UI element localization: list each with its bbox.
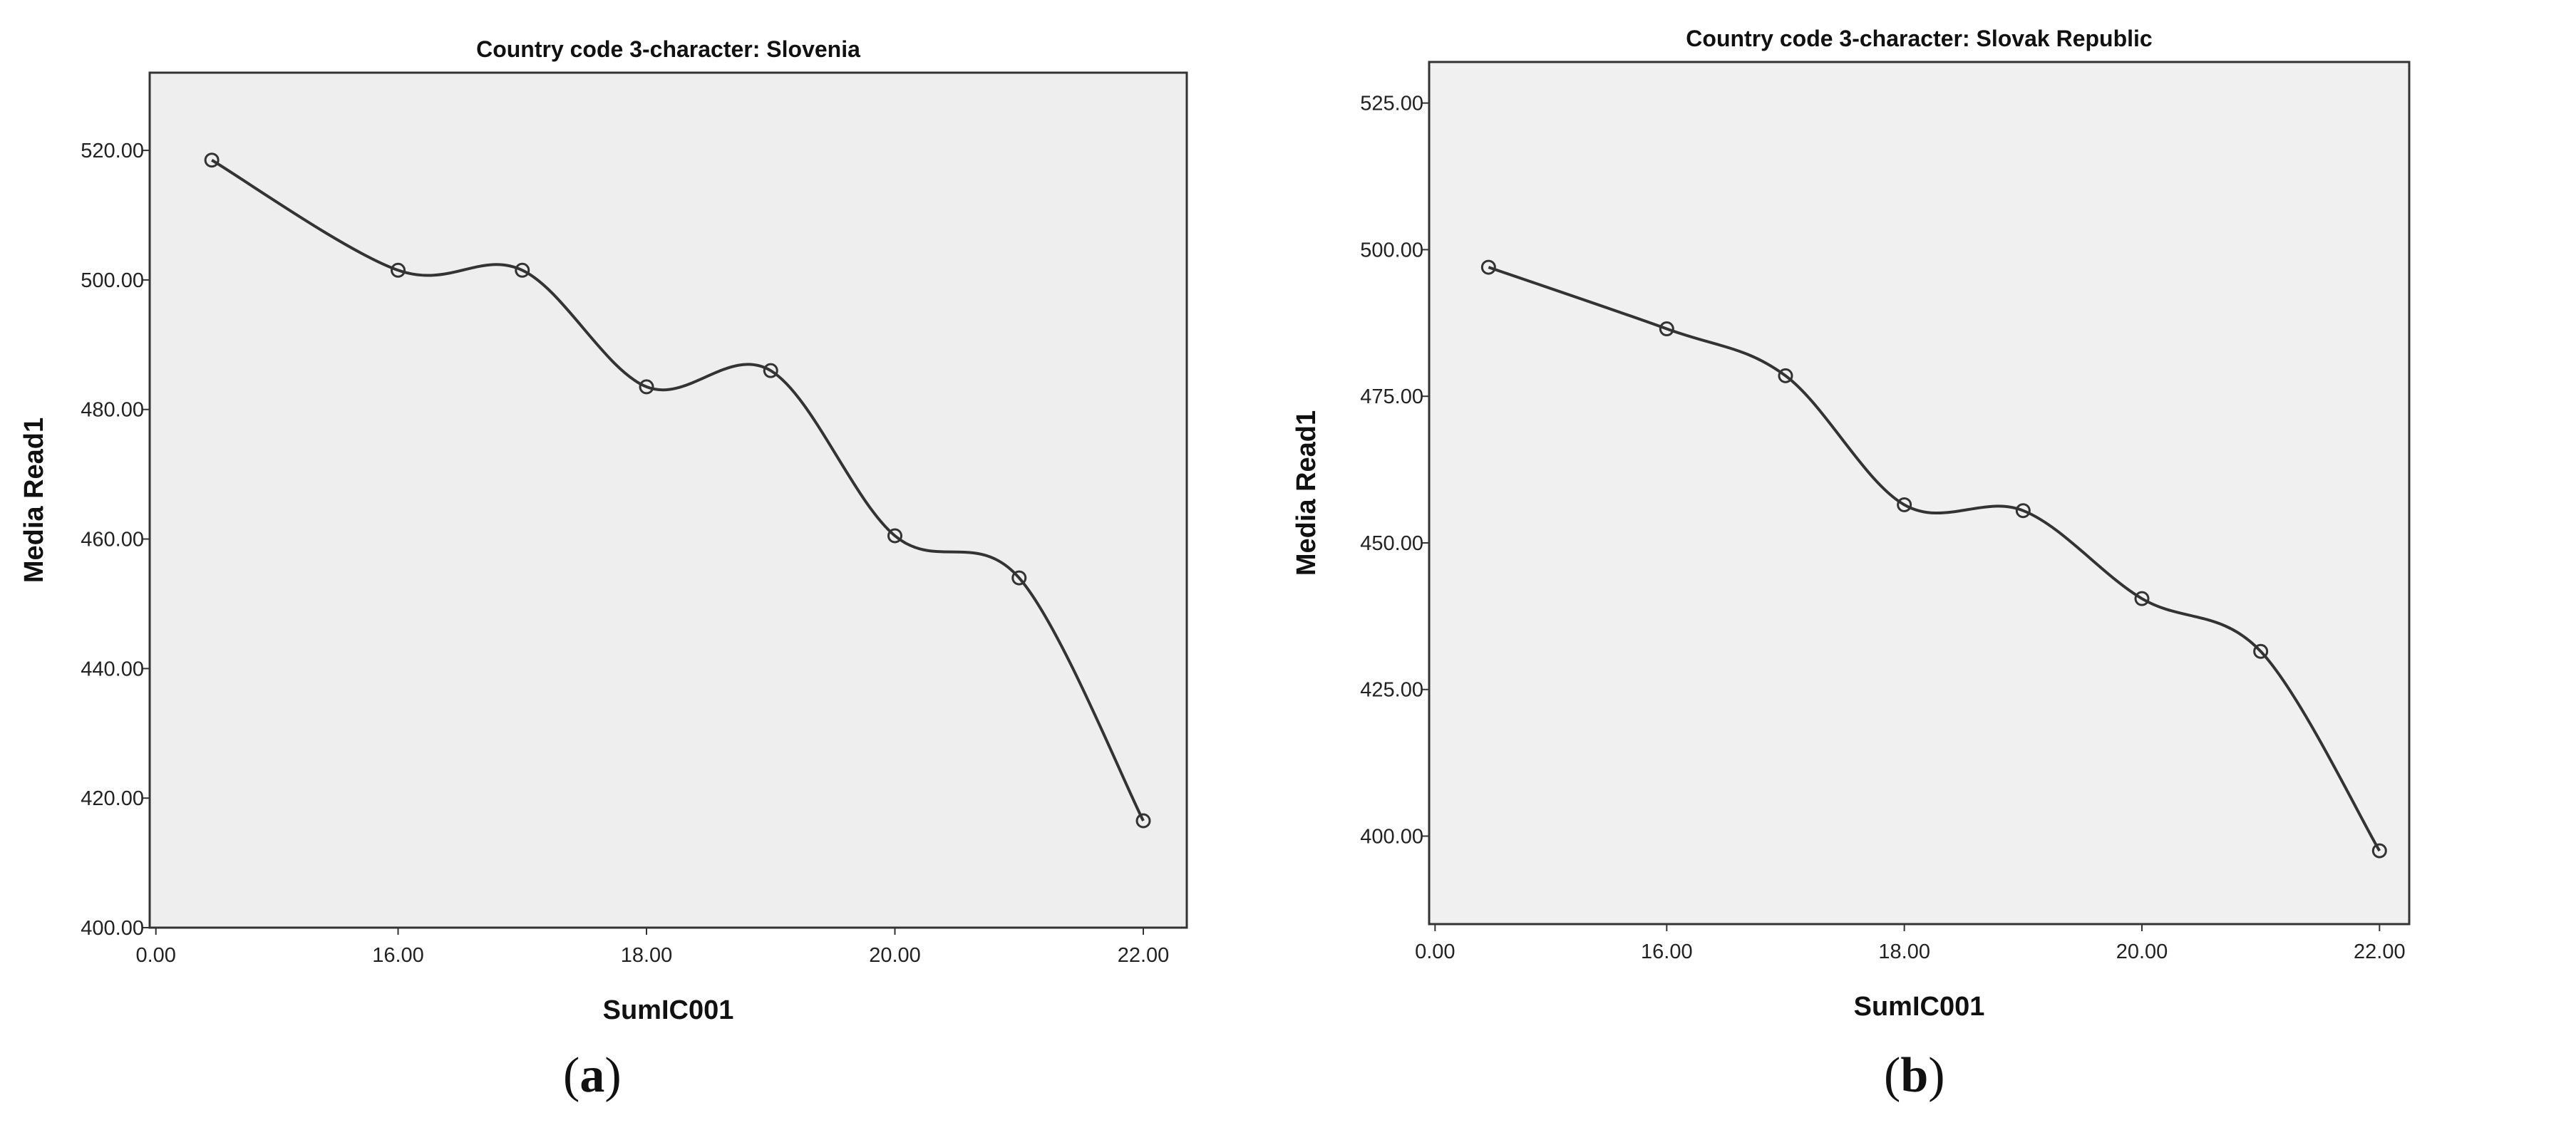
chart-b-data-point-1 bbox=[1480, 259, 1496, 275]
chart-b-y-tick-label: 500.00 bbox=[1360, 239, 1423, 261]
chart-a-data-point-7 bbox=[1011, 570, 1027, 586]
chart-a-y-tick-label: 520.00 bbox=[81, 140, 144, 162]
chart-b-data-point-7 bbox=[2253, 643, 2269, 659]
chart-b-x-axis-label: SumIC001 bbox=[1854, 992, 1985, 1022]
chart-a-data-point-3 bbox=[515, 262, 530, 278]
chart-b-x-tick-label: 18.00 bbox=[1878, 940, 1930, 963]
caption-b-letter: b bbox=[1900, 1048, 1929, 1103]
chart-a-y-tick-label: 440.00 bbox=[81, 658, 144, 680]
chart-b-y-tick-label: 400.00 bbox=[1360, 826, 1423, 849]
chart-a-x-tick-label: 18.00 bbox=[621, 944, 673, 967]
chart-a-data-point-2 bbox=[391, 262, 406, 278]
chart-a-x-tick-label: 16.00 bbox=[372, 944, 424, 967]
chart-b-data-point-4 bbox=[1897, 497, 1912, 512]
chart-a-y-tick-label: 480.00 bbox=[81, 399, 144, 422]
chart-b-data-point-2 bbox=[1659, 321, 1674, 337]
chart-a-plot-area bbox=[148, 71, 1188, 929]
chart-a-x-tick-label: 20.00 bbox=[869, 944, 921, 967]
chart-a-data-point-5 bbox=[763, 363, 778, 378]
chart-a-series-line bbox=[211, 159, 1145, 821]
chart-a-x-tick-label: 0.00 bbox=[135, 944, 175, 967]
chart-a-x-tick-label: 22.00 bbox=[1118, 944, 1170, 967]
chart-a-title: Country code 3-character: Slovenia bbox=[476, 36, 860, 62]
chart-b-y-tick-label: 425.00 bbox=[1360, 679, 1423, 702]
chart-a-data-point-4 bbox=[639, 379, 654, 395]
chart-b-x-tick-label: 22.00 bbox=[2354, 940, 2406, 963]
chart-b-y-tick-label: 450.00 bbox=[1360, 532, 1423, 555]
chart-b-y-tick-label: 475.00 bbox=[1360, 385, 1423, 408]
chart-a-y-tick-label: 460.00 bbox=[81, 529, 144, 551]
chart-b-y-axis-label: Media Read1 bbox=[1292, 410, 1322, 576]
chart-b-y-tick-label: 525.00 bbox=[1360, 93, 1423, 115]
chart-b-data-point-3 bbox=[1778, 368, 1793, 383]
chart-b-svg: Country code 3-character: Slovak Republi… bbox=[1292, 26, 2411, 1022]
chart-a-data-point-6 bbox=[887, 528, 903, 544]
chart-a-x-axis-label: SumIC001 bbox=[603, 995, 734, 1025]
caption-a-letter: a bbox=[579, 1048, 605, 1103]
caption-a: (a) bbox=[563, 1048, 622, 1103]
chart-a-y-tick-label: 420.00 bbox=[81, 787, 144, 810]
chart-b-data-point-5 bbox=[2015, 503, 2031, 519]
chart-a-data-point-8 bbox=[1135, 813, 1151, 829]
chart-b-plot-area bbox=[1428, 61, 2411, 926]
chart-panel-b: Country code 3-character: Slovak Republi… bbox=[1269, 0, 2576, 1126]
chart-panel-a: Country code 3-character: Slovenia 400.00… bbox=[0, 0, 1269, 1126]
chart-b-data-point-8 bbox=[2371, 843, 2387, 859]
chart-a-y-axis-label: Media Read1 bbox=[19, 418, 49, 583]
chart-b-data-point-6 bbox=[2134, 591, 2150, 606]
chart-a-svg: Country code 3-character: Slovenia 400.00… bbox=[19, 36, 1188, 1025]
chart-b-x-tick-label: 0.00 bbox=[1415, 940, 1455, 963]
chart-a-y-tick-label: 400.00 bbox=[81, 917, 144, 940]
chart-a-y-tick-label: 500.00 bbox=[81, 269, 144, 292]
chart-a-data-point-1 bbox=[204, 152, 220, 168]
caption-b: (b) bbox=[1884, 1048, 1945, 1103]
chart-b-title: Country code 3-character: Slovak Republi… bbox=[1686, 26, 2152, 51]
chart-b-x-tick-label: 16.00 bbox=[1641, 940, 1693, 963]
chart-b-x-tick-label: 20.00 bbox=[2116, 940, 2168, 963]
